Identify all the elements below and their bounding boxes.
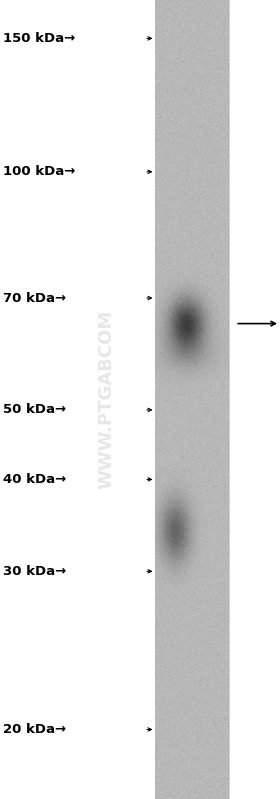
Text: 50 kDa→: 50 kDa→ [3, 403, 66, 416]
Text: 30 kDa→: 30 kDa→ [3, 565, 66, 578]
Text: WWW.PTGABCOM: WWW.PTGABCOM [97, 310, 115, 489]
Text: 40 kDa→: 40 kDa→ [3, 473, 66, 486]
Text: 20 kDa→: 20 kDa→ [3, 723, 66, 736]
Text: 150 kDa→: 150 kDa→ [3, 32, 75, 45]
Text: 100 kDa→: 100 kDa→ [3, 165, 75, 178]
Text: 70 kDa→: 70 kDa→ [3, 292, 66, 304]
